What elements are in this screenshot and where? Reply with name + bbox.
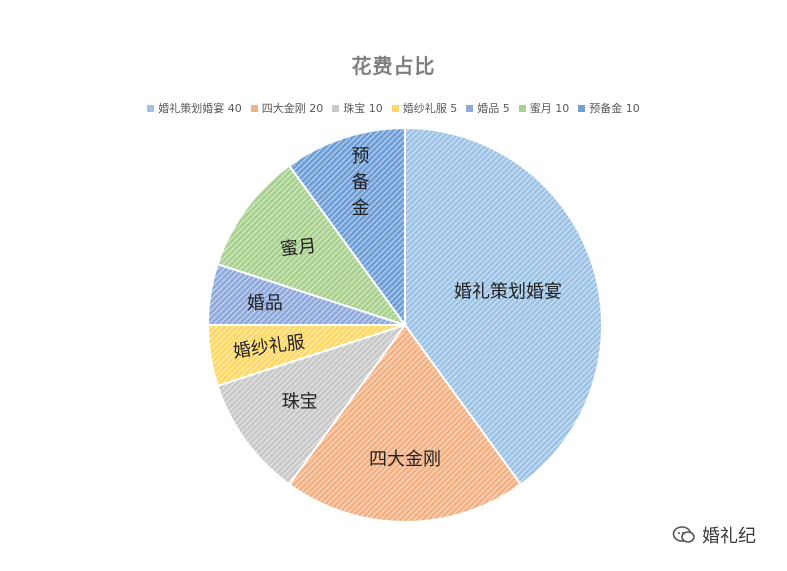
slice-label: 珠宝 [282,391,318,412]
chart-legend: 婚礼策划婚宴 40 四大金刚 20 珠宝 10 婚纱礼服 5 婚品 5 蜜月 10 预备金 … [0,100,787,116]
legend-swatch [391,104,399,112]
legend-item: 预备金 10 [578,100,640,116]
legend-swatch [518,104,526,112]
legend-swatch [332,104,340,112]
pie-slice [216,164,408,327]
slice-label: 四大金刚 [369,449,441,470]
legend-swatch [466,104,474,112]
legend-item: 珠宝 10 [332,100,383,116]
legend-label: 婚礼策划婚宴 40 [158,102,242,115]
watermark: 婚礼纪 [672,522,756,548]
pie-slice [216,323,408,486]
watermark-text: 婚礼纪 [702,526,756,547]
pie-slice [287,126,406,329]
legend-label: 四大金刚 20 [261,102,324,115]
legend-swatch [578,104,586,112]
slice-label: 婚礼策划婚宴 [454,281,562,303]
slice-label: 预备金 [352,146,370,219]
pie-slice [287,323,523,523]
legend-swatch [147,104,155,112]
legend-item: 婚纱礼服 5 [391,100,458,116]
legend-item: 蜜月 10 [518,100,570,116]
chart-title: 花费占比 [351,54,436,78]
slice-label: 蜜月 [279,236,317,261]
legend-label: 婚品 5 [477,102,510,115]
legend-item: 婚品 5 [466,100,510,116]
legend-item: 婚礼策划婚宴 40 [147,100,242,116]
legend-label: 蜜月 10 [529,102,570,115]
legend-label: 预备金 10 [589,102,640,115]
legend-swatch [250,104,258,112]
legend-label: 婚纱礼服 5 [402,102,458,115]
pie-slice [404,126,603,486]
legend-label: 珠宝 10 [343,102,383,115]
legend-item: 四大金刚 20 [250,100,324,116]
chat-bubble-icon [672,526,695,543]
slice-label: 婚品 [247,293,283,314]
